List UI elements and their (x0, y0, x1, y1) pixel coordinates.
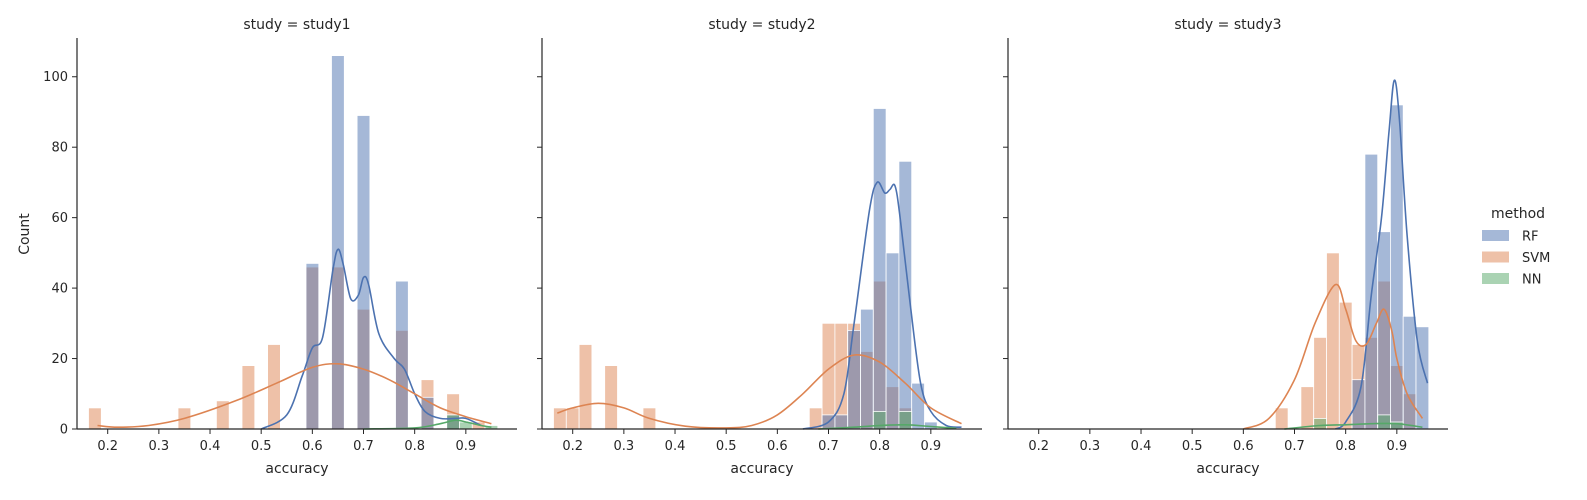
kde-line-svm (1242, 283, 1424, 430)
panels-group: 0 20 40 60 80 100 0.2 0.3 0.4 0.5 0.6 0.7 0.8 0.9 accu… (43, 17, 1448, 477)
legend-swatch (1482, 251, 1509, 263)
bar-rf (1377, 231, 1391, 430)
kde-line-rf (802, 181, 962, 430)
bar-rf (860, 308, 874, 430)
legend-label: NN (1522, 273, 1541, 288)
bar-rf (305, 262, 320, 430)
x-tick-label: 0.9 (455, 439, 476, 454)
x-axis-label: accuracy (1196, 461, 1259, 477)
x-tick-label: 0.5 (716, 439, 737, 454)
x-tick-label: 0.9 (1386, 439, 1407, 454)
bar-rf (331, 55, 345, 430)
legend-item-svm: SVM (1482, 251, 1550, 266)
bar-svm (604, 365, 618, 430)
panel-title: study = study1 (243, 17, 350, 33)
legend-item-nn: NN (1482, 273, 1541, 288)
bar-svm (565, 407, 580, 430)
bar-svm (1326, 252, 1340, 430)
legend-title: method (1491, 206, 1545, 222)
legend: method RF SVM NN (1482, 206, 1550, 288)
bar-rf (356, 115, 371, 430)
x-tick-label: 0.7 (353, 439, 374, 454)
bar-nn (1313, 417, 1327, 430)
panel-title: study = study3 (1174, 17, 1281, 33)
bar-rf (847, 329, 861, 430)
x-tick-label: 0.3 (149, 439, 170, 454)
x-tick-label: 0.8 (404, 439, 425, 454)
x-tick-label: 0.4 (200, 439, 221, 454)
legend-label: SVM (1522, 251, 1550, 266)
bar-svm (1274, 407, 1289, 430)
bar-svm (1300, 386, 1315, 430)
kde-line-svm (97, 362, 492, 429)
x-tick-label: 0.6 (1233, 439, 1254, 454)
bar-rf (395, 280, 409, 430)
x-tick-label: 0.8 (869, 439, 890, 454)
x-tick-label: 0.6 (767, 439, 788, 454)
x-tick-label: 0.2 (97, 439, 118, 454)
y-tick-label: 60 (51, 211, 68, 226)
y-tick-label: 80 (51, 141, 68, 156)
panel-title: study = study2 (708, 17, 815, 33)
kde-line-nn (363, 419, 492, 430)
y-axis-label: Count (17, 213, 33, 255)
y-tick-label: 20 (51, 352, 68, 367)
x-tick-label: 0.4 (1131, 439, 1152, 454)
x-tick-label: 0.7 (818, 439, 839, 454)
x-tick-label: 0.7 (1284, 439, 1305, 454)
bar-svm (821, 322, 836, 430)
kde-line-nn (1284, 422, 1423, 430)
kde-line-rf (260, 248, 482, 430)
x-tick-label: 0.8 (1335, 439, 1356, 454)
bar-rf (872, 108, 887, 430)
x-axis-label: accuracy (730, 461, 793, 477)
kde-line-nn (818, 423, 957, 430)
x-tick-label: 0.9 (920, 439, 941, 454)
legend-swatch (1482, 273, 1509, 284)
bar-svm (578, 344, 593, 430)
legend-label: RF (1522, 230, 1539, 245)
panel-2: 0.2 0.3 0.4 0.5 0.6 0.7 0.8 0.9 accuracy study = … (537, 17, 982, 477)
legend-swatch (1482, 230, 1509, 241)
x-tick-label: 0.5 (251, 439, 272, 454)
bar-rf (1351, 379, 1366, 430)
x-tick-label: 0.3 (1080, 439, 1101, 454)
kde-line-svm (557, 353, 962, 429)
y-tick-label: 0 (60, 423, 68, 438)
bar-svm (1313, 336, 1327, 430)
bar-nn (898, 410, 913, 430)
y-tick-label: 100 (43, 70, 68, 85)
x-tick-label: 0.6 (302, 439, 323, 454)
bar-nn (1377, 414, 1391, 430)
x-tick-label: 0.2 (562, 439, 583, 454)
bar-rf (885, 252, 900, 430)
x-tick-label: 0.2 (1028, 439, 1049, 454)
x-tick-label: 0.5 (1182, 439, 1203, 454)
x-axis-label: accuracy (265, 461, 328, 477)
kde-line-rf (1334, 79, 1429, 430)
x-tick-label: 0.4 (665, 439, 686, 454)
panel-1: 0 20 40 60 80 100 0.2 0.3 0.4 0.5 0.6 0.7 0.8 0.9 accu… (43, 17, 517, 477)
panel-3: 0.2 0.3 0.4 0.5 0.6 0.7 0.8 0.9 accuracy study = … (1003, 17, 1448, 477)
bar-rf (1402, 315, 1417, 430)
x-tick-label: 0.3 (614, 439, 635, 454)
legend-item-rf: RF (1482, 230, 1539, 245)
y-tick-label: 40 (51, 282, 68, 297)
